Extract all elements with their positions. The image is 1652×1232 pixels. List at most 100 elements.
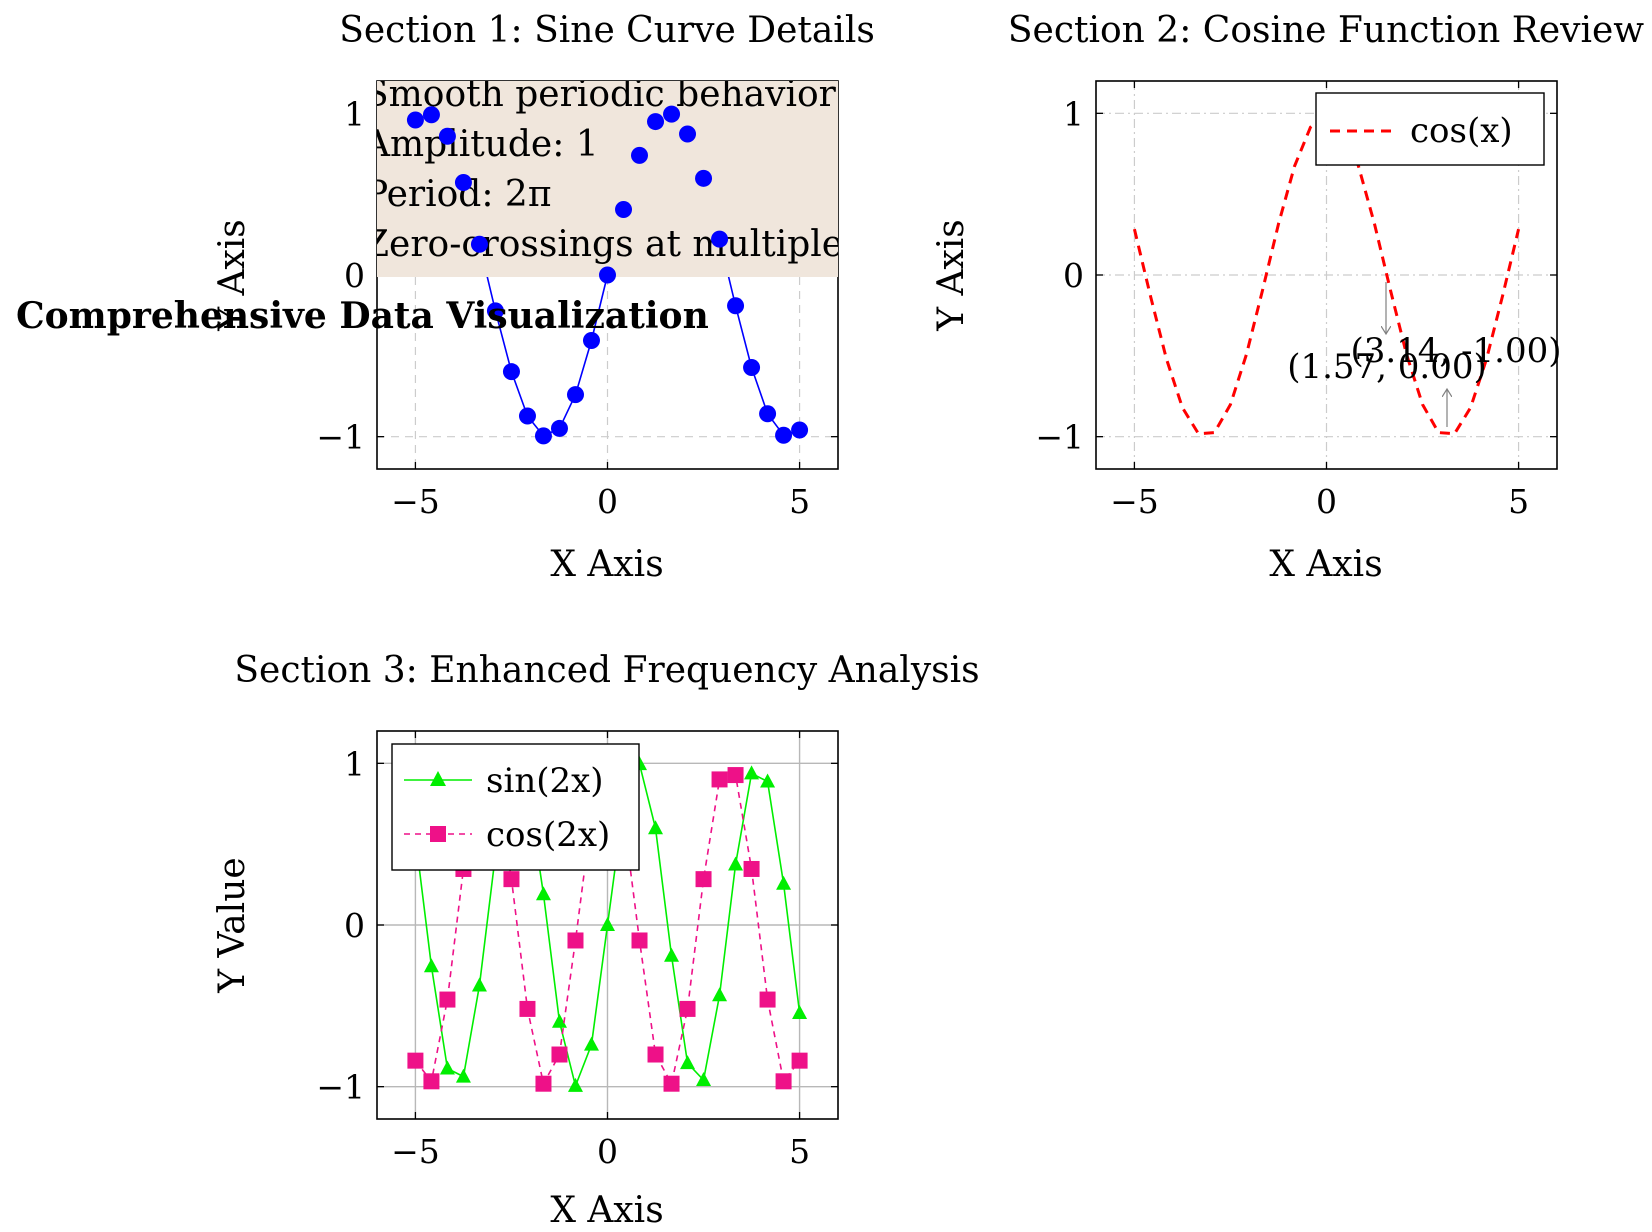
plot2-xtick-label: −5 [1110,482,1159,521]
plot3-data-point-triangle [471,977,487,992]
plot3-data-point-square [663,1075,680,1092]
plot1-data-point [663,105,681,123]
plot3-data-point-square [503,871,520,888]
plot3-data-point-triangle [776,875,792,890]
plot1-data-point [518,407,536,425]
plot2-annotation-min: (3.14, -1.00) [1350,282,1562,371]
plot3-data-point-triangle [583,1036,599,1051]
plot1-data-point [679,125,697,143]
plot3-data-point-triangle [696,1072,712,1087]
plot3-data-point-square [567,932,584,949]
main-title: Comprehensive Data Visualization [16,295,709,337]
plot3-data-point-square [695,871,712,888]
plot3-data-point-triangle [760,773,776,788]
plot3-data-point-square [423,1073,440,1090]
plot1-title: Section 1: Sine Curve Details [339,10,875,51]
plot3-data-point-square [535,1075,552,1092]
plot1-data-point [406,111,424,129]
plot1-data-point [582,331,600,349]
info-box-background [377,81,838,277]
plot2-xlabel: X Axis [1269,544,1382,585]
plot3-data-point-triangle [567,1077,583,1092]
plot1-markers [406,105,809,445]
plot1-data-point [550,419,568,437]
plot1-ticks: −5 0 5 −1 0 1 [316,81,838,521]
plot1-data-point [502,363,520,381]
plot1-data-point [534,427,552,445]
plot3-data-point-triangle [535,886,551,901]
plot1-data-point [454,174,472,192]
plot3-data-point-square [439,991,456,1008]
plot3-data-point-square [519,1000,536,1017]
plot3-data-point-square [759,991,776,1008]
plot3-ylabel: Y Value [212,857,253,993]
plot3-ticks: −5 0 5 −1 0 1 [316,731,838,1171]
plot3-data-point-square [647,1046,664,1063]
plot3-data-point-triangle [600,917,615,931]
plot3-data-point-square [791,1052,808,1069]
plot3-data-point-square [551,1046,568,1063]
legend-label-cos2x: cos(2x) [486,815,610,855]
plot3-xtick-label: 5 [789,1132,810,1171]
plot3-ytick-label: −1 [316,1068,365,1107]
info-line-2: Amplitude: 1 [363,124,599,165]
plot1-data-point [647,113,665,131]
plot1-data-point [486,302,504,320]
plot1-data-point [759,405,777,423]
info-line-1: Smooth periodic behavior [364,74,837,115]
plot2-ylabel: Y Axis [931,219,972,332]
plot3-data-point-triangle [648,820,664,835]
plot3-ytick-label: 1 [344,744,365,783]
legend-marker-sin2x [430,771,446,786]
plot2-annotation-zero: (1.57, 0.00) [1287,347,1487,427]
plot1-data-point [791,421,809,439]
plot3-data-point-triangle [792,1004,808,1019]
plot2-legend: cos(x) [1315,92,1545,166]
plot3-data-point-square [407,1052,424,1069]
annotation-label-zero: (1.57, 0.00) [1287,347,1487,387]
plot3-data-point-triangle [439,1060,455,1075]
plot-frequency: Section 3: Enhanced Frequency Analysis −… [212,650,980,1231]
plot1-data-point [711,230,729,248]
plot3-data-point-triangle [680,1055,696,1070]
plot2-title: Section 2: Cosine Function Review [1008,10,1644,51]
plot1-xtick-label: 0 [597,482,618,521]
plot1-xlabel: X Axis [550,544,663,585]
plot1-data-point [422,106,440,124]
plot3-xlabel: X Axis [550,1190,663,1231]
plot3-data-point-triangle [664,947,680,962]
plot-sine: Section 1: Sine Curve Details −5 0 5 −1 0 1 X… [212,10,875,585]
plot1-xtick-label: 5 [789,482,810,521]
plot3-data-point-triangle [744,765,760,780]
plot3-data-point-square [727,767,744,784]
plot1-data-point [775,426,793,444]
plot2-xtick-label: 0 [1316,482,1337,521]
legend-marker-cos2x [430,826,446,842]
plot1-data-point [615,201,633,219]
plot3-data-point-square [679,1000,696,1017]
plot2-ytick-label: 0 [1063,256,1084,295]
plot3-data-point-triangle [728,856,744,871]
legend-label-sin2x: sin(2x) [486,761,604,801]
legend-label-cos: cos(x) [1410,111,1513,151]
plot1-info-box: Smooth periodic behavior Amplitude: 1 Pe… [363,74,838,277]
plot1-ytick-label: 0 [344,256,365,295]
plot3-xtick-label: −5 [391,1132,440,1171]
plot1-data-point [470,235,488,253]
plot3-data-point-triangle [423,958,439,973]
plot1-data-point [566,386,584,404]
plot3-legend: sin(2x) cos(2x) [391,743,640,871]
plot1-ylabel: Y Axis [212,219,253,332]
plot3-xtick-label: 0 [597,1132,618,1171]
plot3-legend-box [391,743,640,871]
plot2-ytick-label: −1 [1035,418,1084,457]
plot1-data-point [438,127,456,145]
plot1-data-point [695,169,713,187]
plot1-ytick-label: 1 [344,94,365,133]
plot1-data-point [599,266,616,284]
plot3-data-point-triangle [455,1068,471,1083]
plot2-ticks: −5 0 5 −1 0 1 [1035,81,1557,521]
plot3-data-point-square [743,860,760,877]
plot3-ytick-label: 0 [344,906,365,945]
